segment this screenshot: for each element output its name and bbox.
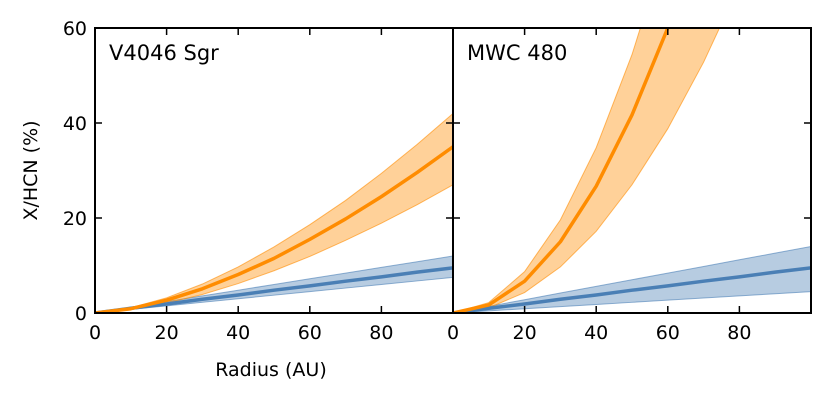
line xyxy=(453,266,811,313)
band xyxy=(453,245,811,313)
line xyxy=(95,145,453,313)
y-tick-label: 60 xyxy=(63,18,87,40)
y-tick-label: 0 xyxy=(75,303,87,325)
x-tick-label: 60 xyxy=(656,322,680,344)
x-axis-label: Radius (AU) xyxy=(215,359,326,381)
y-tick-label: 20 xyxy=(63,208,87,230)
band xyxy=(453,28,721,313)
y-axis-label: X/HCN (%) xyxy=(20,120,42,220)
x-tick-label: 20 xyxy=(513,322,537,344)
line xyxy=(453,28,670,313)
y-tick-label: 40 xyxy=(63,113,87,135)
axes-frame xyxy=(452,27,812,314)
x-tick-label: 20 xyxy=(155,322,179,344)
x-tick-label: 80 xyxy=(369,322,393,344)
line xyxy=(95,266,453,313)
x-tick-label: 0 xyxy=(447,322,459,344)
x-tick-label: 80 xyxy=(727,322,751,344)
panel-title: MWC 480 xyxy=(467,41,567,65)
x-tick-label: 40 xyxy=(584,322,608,344)
x-tick-label: 0 xyxy=(89,322,101,344)
x-tick-label: 40 xyxy=(226,322,250,344)
x-tick-label: 60 xyxy=(298,322,322,344)
panel-title: V4046 Sgr xyxy=(109,41,219,65)
band xyxy=(95,112,453,313)
